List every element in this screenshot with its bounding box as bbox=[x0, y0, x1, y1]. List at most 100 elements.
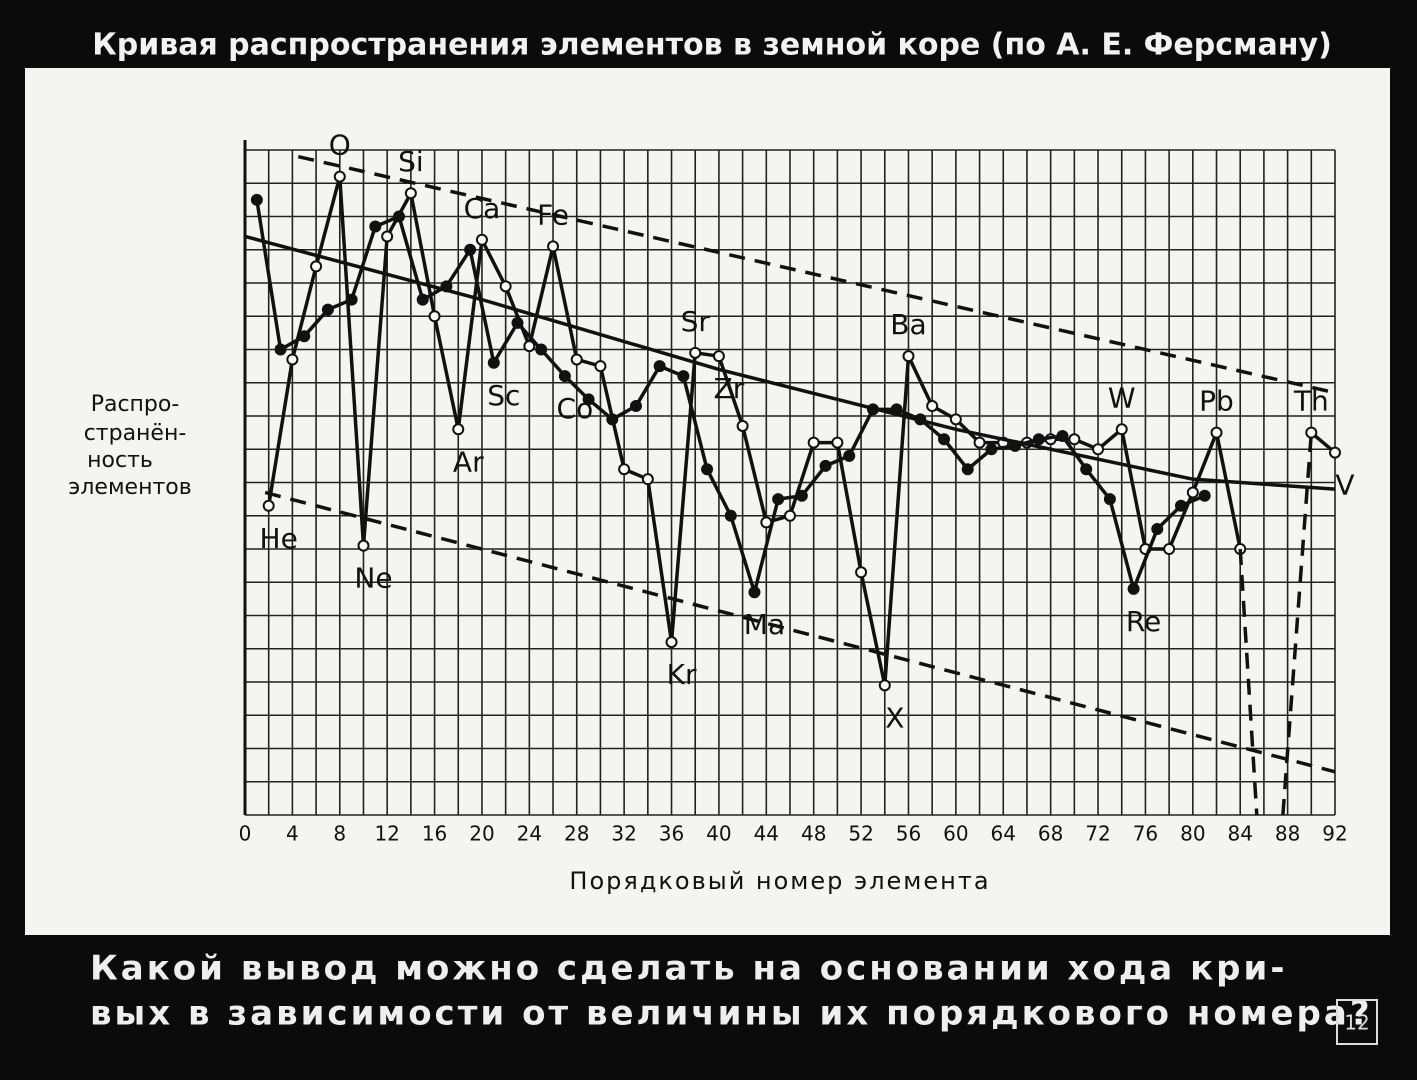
data-point bbox=[712, 350, 725, 363]
x-tick-label: 24 bbox=[517, 822, 542, 846]
point-label: Sc bbox=[487, 379, 520, 412]
data-point bbox=[558, 370, 571, 383]
question-line: вых в зависимости от величины их порядко… bbox=[90, 994, 1373, 1034]
data-point bbox=[310, 260, 323, 273]
chart-panel bbox=[25, 68, 1390, 935]
data-point bbox=[618, 463, 631, 476]
data-point bbox=[938, 433, 951, 446]
data-point bbox=[381, 230, 394, 243]
data-point bbox=[665, 636, 678, 649]
data-point bbox=[582, 393, 595, 406]
data-point bbox=[1151, 523, 1164, 536]
x-tick-label: 68 bbox=[1038, 822, 1063, 846]
x-tick-label: 32 bbox=[611, 822, 636, 846]
point-label: Kr bbox=[667, 658, 697, 691]
x-tick-label: 36 bbox=[659, 822, 684, 846]
x-tick-label: 0 bbox=[239, 822, 252, 846]
x-tick-label: 16 bbox=[422, 822, 447, 846]
y-axis-label: странён- bbox=[84, 421, 187, 446]
point-label: V bbox=[1335, 469, 1354, 502]
page-number: 12 bbox=[1344, 1011, 1369, 1035]
data-point bbox=[369, 220, 382, 233]
point-label: He bbox=[260, 522, 298, 555]
data-point bbox=[464, 243, 477, 256]
data-point bbox=[985, 443, 998, 456]
x-tick-label: 84 bbox=[1227, 822, 1252, 846]
x-tick-label: 8 bbox=[333, 822, 346, 846]
question-line: Какой вывод можно сделать на основании х… bbox=[90, 949, 1287, 989]
data-point bbox=[1127, 582, 1140, 595]
data-point bbox=[511, 316, 524, 329]
data-point bbox=[1115, 423, 1128, 436]
x-tick-label: 20 bbox=[469, 822, 494, 846]
data-point bbox=[606, 413, 619, 426]
point-label: Si bbox=[398, 145, 424, 178]
data-point bbox=[250, 193, 263, 206]
data-point bbox=[973, 436, 986, 449]
data-point bbox=[1092, 443, 1105, 456]
x-tick-label: 48 bbox=[801, 822, 826, 846]
point-label: W bbox=[1108, 381, 1136, 414]
data-point bbox=[535, 343, 548, 356]
data-point bbox=[1068, 433, 1081, 446]
data-point bbox=[772, 493, 785, 506]
point-label: Ba bbox=[890, 308, 926, 341]
data-point bbox=[428, 310, 441, 323]
data-point bbox=[1103, 493, 1116, 506]
data-point bbox=[961, 463, 974, 476]
data-point bbox=[724, 509, 737, 522]
data-point bbox=[487, 356, 500, 369]
x-tick-label: 92 bbox=[1322, 822, 1347, 846]
x-tick-label: 64 bbox=[991, 822, 1016, 846]
x-axis-label: Порядковый номер элемента bbox=[569, 867, 990, 895]
data-point bbox=[1032, 433, 1045, 446]
data-point bbox=[831, 436, 844, 449]
data-point bbox=[677, 370, 690, 383]
x-tick-label: 60 bbox=[943, 822, 968, 846]
point-label: Sr bbox=[681, 305, 711, 338]
data-point bbox=[298, 330, 311, 343]
data-point bbox=[1080, 463, 1093, 476]
data-point bbox=[393, 210, 406, 223]
x-tick-label: 4 bbox=[286, 822, 299, 846]
data-point bbox=[1186, 486, 1199, 499]
data-point bbox=[321, 303, 334, 316]
data-point bbox=[452, 423, 465, 436]
y-axis-label: элементов bbox=[68, 475, 191, 500]
series-line bbox=[297, 154, 1336, 395]
point-label: O bbox=[329, 129, 351, 162]
data-point bbox=[926, 400, 939, 413]
x-tick-label: 12 bbox=[374, 822, 399, 846]
data-point bbox=[629, 400, 642, 413]
data-point bbox=[1056, 429, 1069, 442]
data-point bbox=[902, 350, 915, 363]
data-point bbox=[357, 539, 370, 552]
data-point bbox=[843, 449, 856, 462]
x-tick-label: 88 bbox=[1275, 822, 1300, 846]
point-label: Zr bbox=[714, 372, 745, 405]
data-point bbox=[499, 280, 512, 293]
series-line bbox=[264, 490, 1336, 774]
data-point bbox=[878, 679, 891, 692]
x-tick-label: 56 bbox=[896, 822, 921, 846]
data-point bbox=[594, 360, 607, 373]
data-point bbox=[333, 170, 346, 183]
data-point bbox=[736, 419, 749, 432]
x-tick-label: 72 bbox=[1085, 822, 1110, 846]
data-point bbox=[404, 187, 417, 200]
data-point bbox=[807, 436, 820, 449]
x-tick-label: 28 bbox=[564, 822, 589, 846]
data-point bbox=[286, 353, 299, 366]
point-label: Pb bbox=[1199, 385, 1234, 418]
data-point bbox=[748, 586, 761, 599]
series-line bbox=[244, 234, 1336, 491]
x-tick-label: 44 bbox=[754, 822, 779, 846]
point-label: Th bbox=[1293, 385, 1329, 418]
data-point bbox=[689, 346, 702, 359]
data-point bbox=[784, 509, 796, 522]
data-point bbox=[819, 459, 832, 472]
point-label: X bbox=[885, 701, 904, 734]
data-point bbox=[1305, 426, 1318, 439]
